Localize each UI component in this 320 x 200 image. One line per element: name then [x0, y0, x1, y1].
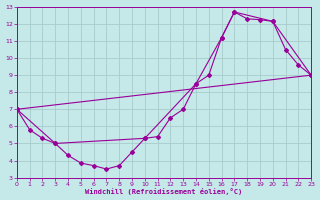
X-axis label: Windchill (Refroidissement éolien,°C): Windchill (Refroidissement éolien,°C): [85, 188, 243, 195]
